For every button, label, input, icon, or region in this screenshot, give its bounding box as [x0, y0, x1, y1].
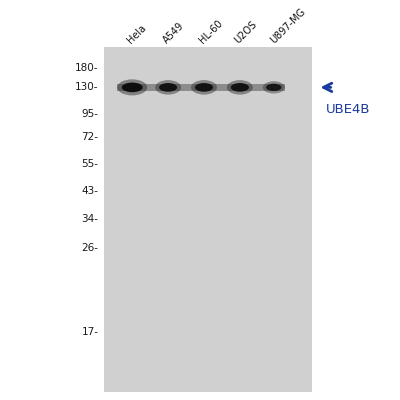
- Text: 180-: 180-: [75, 63, 98, 73]
- Ellipse shape: [191, 80, 217, 95]
- Text: 130-: 130-: [75, 82, 98, 92]
- Text: 95-: 95-: [81, 109, 98, 119]
- Ellipse shape: [117, 79, 147, 96]
- Text: 55-: 55-: [81, 159, 98, 169]
- Ellipse shape: [227, 80, 253, 95]
- Ellipse shape: [231, 83, 249, 92]
- Ellipse shape: [122, 82, 143, 92]
- Text: 43-: 43-: [81, 186, 98, 196]
- Ellipse shape: [159, 83, 177, 92]
- Bar: [104, 47, 312, 392]
- Text: A549: A549: [161, 20, 186, 45]
- Ellipse shape: [266, 84, 282, 91]
- Text: 72-: 72-: [81, 132, 98, 142]
- Text: 34-: 34-: [81, 214, 98, 224]
- Text: UBE4B: UBE4B: [326, 103, 370, 116]
- Bar: [117, 84, 285, 91]
- Text: 26-: 26-: [81, 243, 98, 253]
- Text: U2OS: U2OS: [233, 19, 259, 45]
- Text: Hela: Hela: [125, 22, 148, 45]
- Text: U897-MG: U897-MG: [269, 6, 308, 45]
- Text: 17-: 17-: [81, 327, 98, 337]
- Ellipse shape: [155, 80, 181, 95]
- Text: HL-60: HL-60: [197, 18, 224, 45]
- Ellipse shape: [195, 83, 213, 92]
- Ellipse shape: [263, 81, 285, 94]
